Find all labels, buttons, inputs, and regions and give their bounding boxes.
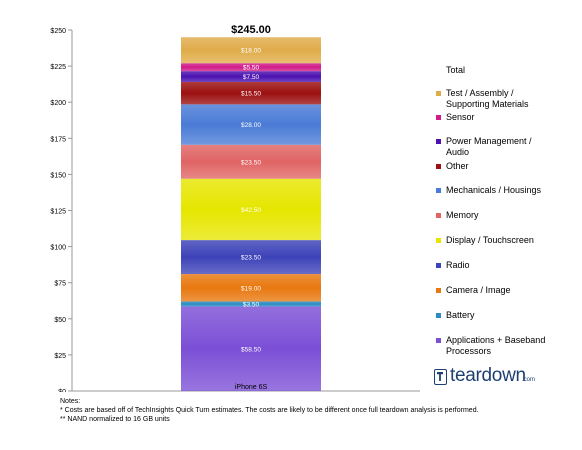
legend-label: Camera / Image [446,285,511,295]
bar-segment [181,178,321,241]
legend-swatch [436,238,441,243]
bar-segment [181,63,321,72]
stacked-bar-chart: $0 $25 $50 $75 $100 $125 $150 $175 $200 $225 $250 $… [50,24,420,392]
legend-label: Power Management / Audio [446,136,532,157]
total-label: $245.00 [231,24,271,36]
legend-swatch [436,188,441,193]
legend-swatch [436,338,441,343]
legend-swatch [436,115,441,120]
logo-wordmark: teardown [450,365,526,386]
bar-segment [181,71,321,82]
notes: Notes: * Costs are based off of TechInsi… [60,397,479,424]
legend-title: Total [446,65,466,75]
legend-swatch [436,213,441,218]
y-tick-label: $125 [50,209,66,216]
data-label: $7.50 [243,74,260,81]
legend-label: Display / Touchscreen [446,235,534,245]
bar-segment [181,274,321,302]
y-tick-label: $175 [50,136,66,143]
legend-label: Battery [446,310,475,320]
legend-swatch [436,91,441,96]
x-tick-label: iPhone 6S [235,384,268,391]
legend-label: Radio [446,260,470,270]
legend-label: Mechanicals / Housings [446,185,542,195]
notes-heading: Notes: [60,398,81,405]
bar-segment [181,104,321,145]
data-label: $42.50 [241,207,261,214]
y-tick-label: $225 [50,64,66,71]
legend-label: Test / Assembly / Supporting Materials [446,88,529,109]
y-tick-label: $0 [58,389,66,392]
data-label: $3.50 [243,301,260,308]
bar-segment [181,301,321,307]
data-label: $28.00 [241,122,261,129]
legend-label: Other [446,161,469,171]
y-tick-label: $25 [54,353,66,360]
data-label: $58.50 [241,346,261,353]
teardown-logo-icon [434,369,447,385]
y-tick-label: $250 [50,28,66,35]
data-label: $15.50 [241,91,261,98]
teardown-logo: teardown .com [434,365,544,388]
notes-line-1: * Costs are based off of TechInsights Qu… [60,407,479,414]
y-tick-label: $50 [54,317,66,324]
legend-label: Memory [446,210,479,220]
data-label: $23.50 [241,255,261,262]
data-label: $19.00 [241,285,261,292]
bar-segment [181,240,321,275]
y-tick-label: $200 [50,100,66,107]
data-label: $18.00 [241,48,261,55]
bar-segment [181,81,321,105]
data-label: $5.50 [243,65,260,72]
notes-line-2: ** NAND normalized to 16 GB units [60,416,170,423]
legend-swatch [436,313,441,318]
logo-domain: .com [522,377,536,383]
legend-swatch [436,139,441,144]
legend-label: Applications + Baseband Processors [446,335,546,356]
legend-swatch [436,263,441,268]
data-label: $23.50 [241,159,261,166]
bar-segment [181,306,321,391]
bar-segment [181,37,321,64]
legend-swatch [436,288,441,293]
legend-swatch [436,164,441,169]
y-tick-label: $100 [50,245,66,252]
y-tick-label: $75 [54,281,66,288]
legend-label: Sensor [446,112,475,122]
bar-segment [181,144,321,179]
y-tick-label: $150 [50,172,66,179]
